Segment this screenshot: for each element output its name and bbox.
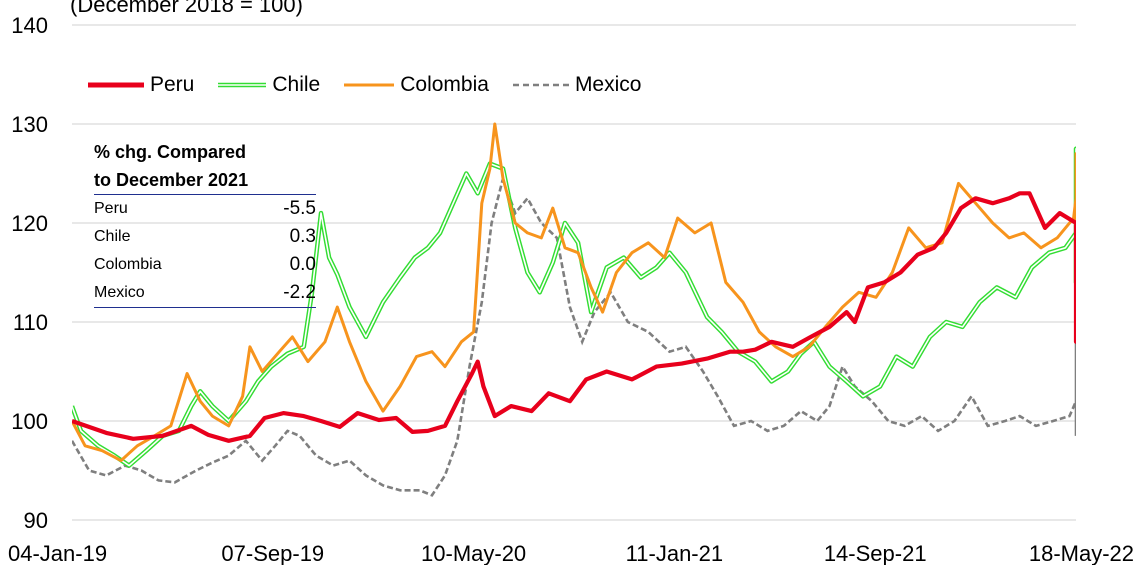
legend-swatch-mexico	[512, 83, 569, 87]
change-table-label: Mexico	[94, 284, 145, 301]
legend-swatch-peru	[88, 82, 144, 88]
y-tick-label: 130	[11, 112, 48, 137]
legend: Peru Chile Colombia Mexico	[86, 70, 663, 100]
legend-swatch-chile	[218, 82, 267, 88]
change-table-value: -2.2	[283, 282, 316, 303]
change-table-row: Colombia 0.0	[94, 251, 316, 279]
y-tick-label: 120	[11, 211, 48, 236]
change-table: % chg. Compared to December 2021 Peru -5…	[94, 138, 316, 308]
change-table-row: Mexico -2.2	[94, 279, 316, 308]
change-table-value: -5.5	[283, 198, 316, 219]
legend-label-chile: Chile	[272, 73, 321, 96]
y-tick-label: 110	[13, 310, 48, 335]
change-table-value: 0.3	[289, 226, 316, 247]
change-table-title-line2: to December 2021	[94, 166, 316, 195]
legend-label-colombia: Colombia	[400, 73, 489, 96]
legend-item-mexico: Mexico	[511, 73, 642, 97]
series-line-chile-inner	[72, 148, 1076, 467]
legend-item-colombia: Colombia	[342, 73, 489, 97]
chart-subtitle: (December 2018 = 100)	[70, 0, 303, 17]
x-tick-label: 07-Sep-19	[221, 541, 324, 565]
change-table-title-line1: % chg. Compared	[94, 142, 247, 162]
series-line-peru	[72, 191, 1076, 443]
change-table-value: 0.0	[289, 254, 316, 275]
change-table-row: Peru -5.5	[94, 195, 316, 223]
legend-label-mexico: Mexico	[574, 73, 642, 96]
change-table-row: Chile 0.3	[94, 223, 316, 251]
legend-item-chile: Chile	[216, 73, 320, 97]
legend-swatch-colombia	[344, 83, 395, 87]
series-line-colombia	[72, 122, 1076, 463]
x-tick-label: 10-May-20	[421, 541, 526, 565]
x-tick-label: 14-Sep-21	[824, 541, 927, 565]
y-tick-label: 100	[11, 409, 48, 434]
change-table-label: Chile	[94, 228, 131, 245]
change-table-label: Colombia	[94, 256, 162, 273]
y-tick-label: 90	[24, 508, 48, 533]
x-tick-label: 04-Jan-19	[8, 541, 107, 565]
legend-item-peru: Peru	[86, 73, 194, 97]
x-tick-label: 18-May-22	[1029, 541, 1134, 565]
x-tick-label: 11-Jan-21	[626, 541, 723, 565]
legend-label-peru: Peru	[150, 73, 195, 96]
y-tick-label: 140	[11, 13, 48, 38]
change-table-label: Peru	[94, 200, 128, 217]
